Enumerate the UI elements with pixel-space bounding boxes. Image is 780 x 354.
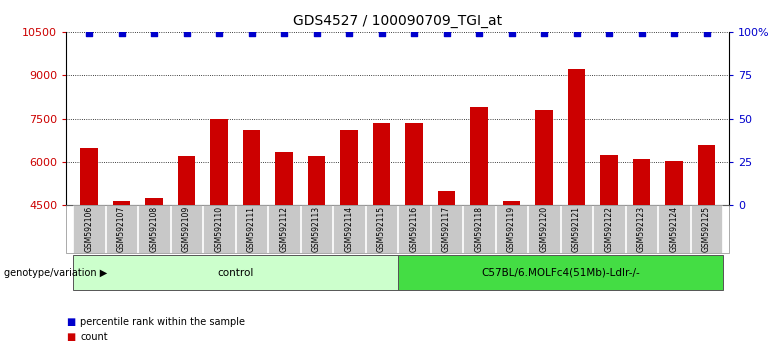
Text: C57BL/6.MOLFc4(51Mb)-Ldlr-/-: C57BL/6.MOLFc4(51Mb)-Ldlr-/- bbox=[481, 268, 640, 278]
Point bbox=[278, 30, 290, 36]
Bar bbox=[438, 191, 456, 205]
Bar bbox=[178, 156, 196, 205]
Bar bbox=[210, 119, 228, 205]
Text: GSM592110: GSM592110 bbox=[215, 206, 224, 252]
Text: GSM592109: GSM592109 bbox=[182, 206, 191, 252]
Point bbox=[570, 30, 583, 36]
Bar bbox=[568, 69, 586, 205]
Text: GSM592123: GSM592123 bbox=[637, 206, 646, 252]
Point bbox=[538, 30, 551, 36]
Text: GSM592117: GSM592117 bbox=[442, 206, 451, 252]
Point bbox=[375, 30, 388, 36]
Point bbox=[441, 30, 453, 36]
Text: GSM592120: GSM592120 bbox=[540, 206, 548, 252]
Text: GSM592119: GSM592119 bbox=[507, 206, 516, 252]
Text: GSM592106: GSM592106 bbox=[84, 206, 94, 252]
Text: GSM592125: GSM592125 bbox=[702, 206, 711, 252]
Point bbox=[700, 30, 713, 36]
Bar bbox=[307, 156, 325, 205]
Text: GSM592107: GSM592107 bbox=[117, 206, 126, 252]
Point bbox=[180, 30, 193, 36]
Point bbox=[473, 30, 485, 36]
Bar bbox=[470, 107, 488, 205]
Point bbox=[246, 30, 258, 36]
Bar bbox=[373, 123, 391, 205]
Bar bbox=[275, 152, 293, 205]
Point bbox=[343, 30, 356, 36]
Bar bbox=[340, 130, 358, 205]
Text: GSM592112: GSM592112 bbox=[279, 206, 289, 252]
Text: GSM592118: GSM592118 bbox=[474, 206, 484, 252]
Point bbox=[310, 30, 323, 36]
Bar bbox=[633, 159, 651, 205]
Text: ■: ■ bbox=[66, 332, 76, 342]
FancyBboxPatch shape bbox=[398, 255, 723, 290]
Text: count: count bbox=[80, 332, 108, 342]
Bar bbox=[600, 155, 618, 205]
Text: GSM592108: GSM592108 bbox=[150, 206, 158, 252]
Text: GSM592122: GSM592122 bbox=[604, 206, 614, 252]
Text: percentile rank within the sample: percentile rank within the sample bbox=[80, 318, 246, 327]
Bar bbox=[665, 160, 683, 205]
Text: GSM592115: GSM592115 bbox=[377, 206, 386, 252]
Point bbox=[636, 30, 648, 36]
Text: genotype/variation ▶: genotype/variation ▶ bbox=[4, 268, 107, 278]
Point bbox=[213, 30, 225, 36]
Text: GSM592116: GSM592116 bbox=[410, 206, 419, 252]
FancyBboxPatch shape bbox=[73, 255, 398, 290]
Text: ■: ■ bbox=[66, 318, 76, 327]
Text: GSM592113: GSM592113 bbox=[312, 206, 321, 252]
Text: GSM592124: GSM592124 bbox=[669, 206, 679, 252]
Text: GSM592111: GSM592111 bbox=[247, 206, 256, 252]
Point bbox=[115, 30, 128, 36]
Point bbox=[408, 30, 420, 36]
Point bbox=[603, 30, 615, 36]
Bar bbox=[80, 148, 98, 205]
Bar bbox=[535, 110, 553, 205]
Text: GSM592114: GSM592114 bbox=[345, 206, 353, 252]
Title: GDS4527 / 100090709_TGI_at: GDS4527 / 100090709_TGI_at bbox=[293, 14, 502, 28]
Point bbox=[148, 30, 161, 36]
Point bbox=[83, 30, 95, 36]
Bar bbox=[502, 201, 520, 205]
Bar bbox=[145, 198, 163, 205]
Text: control: control bbox=[217, 268, 254, 278]
Point bbox=[668, 30, 680, 36]
Bar bbox=[697, 144, 715, 205]
Bar bbox=[112, 201, 130, 205]
Point bbox=[505, 30, 518, 36]
Bar bbox=[243, 130, 261, 205]
Bar bbox=[405, 123, 423, 205]
Text: GSM592121: GSM592121 bbox=[572, 206, 581, 252]
